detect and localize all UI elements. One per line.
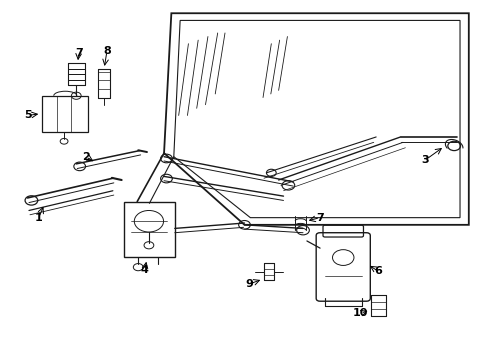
Text: 2: 2 (82, 152, 90, 162)
Text: 3: 3 (420, 155, 428, 165)
Bar (42, 96, 88, 132)
Text: 7: 7 (75, 48, 82, 58)
Text: 8: 8 (103, 46, 111, 56)
Text: 5: 5 (23, 111, 31, 121)
Text: 1: 1 (35, 213, 42, 222)
Bar (123, 202, 174, 257)
Text: 7: 7 (316, 213, 323, 222)
Text: 4: 4 (141, 265, 148, 275)
Text: 9: 9 (245, 279, 253, 289)
Text: 6: 6 (374, 266, 382, 276)
Text: 10: 10 (352, 309, 367, 318)
